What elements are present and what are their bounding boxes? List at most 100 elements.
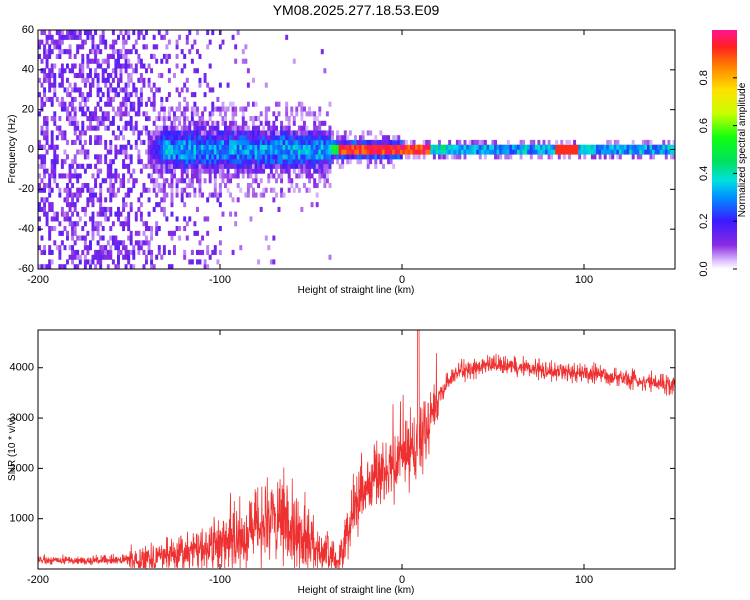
spectrogram-cell [76,49,80,55]
spectrogram-cell [83,130,87,136]
spectrogram-cell [150,226,154,232]
spectrogram-cell [71,139,75,145]
spectrogram-cell [40,206,44,212]
spectrogram-cell [667,139,671,145]
spectrogram-cell [43,135,47,141]
spectrogram-cell [190,135,194,141]
spectrogram-cell [275,154,278,160]
spectrogram-cell [55,144,59,150]
spectrogram-cell [86,77,90,83]
spectrogram-cell [216,144,220,150]
spectrogram-cell [89,240,92,246]
spectrogram-cell [318,120,322,126]
spectrogram-cell [218,154,222,160]
spectrogram-y-label: Frequency (Hz) [7,115,18,184]
spectrogram-cell [206,245,210,251]
spectrogram-cell [66,187,69,193]
spectrogram-cell [132,178,136,184]
spectrogram-cell [547,139,551,145]
spectrogram-cell [117,216,120,222]
spectrogram-cell [157,73,161,79]
spectrogram-cell [142,221,146,227]
spectrogram-cell [117,264,120,269]
spectrogram-cell [196,125,199,131]
spectrogram-cell [336,159,340,165]
spectrogram-cell [86,230,90,236]
spectrogram-cell [285,130,289,136]
spectrogram-cell [165,135,169,141]
spectrogram-cell [104,77,108,83]
spectrogram-cell [300,206,304,212]
spectrogram-cell [213,163,217,169]
spectrogram-cell [55,211,59,217]
spectrogram-cell [241,125,245,131]
spectrogram-cell [236,159,240,165]
spectrogram-cell [83,154,87,160]
spectrogram-cell [106,77,110,83]
spectrogram-cell [104,154,108,160]
spectrogram-cell [117,245,120,251]
spectrogram-cell [374,163,378,169]
spectrogram-cell [188,183,192,189]
spectrogram-cell [175,149,179,155]
spectrogram-y-tick-label: 20 [22,104,34,116]
spectrogram-cell [196,135,199,141]
spectrogram-cell [45,49,49,55]
spectrogram-cell [165,178,169,184]
spectrogram-cell [127,178,131,184]
spectrogram-cell [117,259,120,265]
spectrogram-cell [410,139,413,145]
spectrogram-cell [104,197,108,203]
spectrogram-cell [211,106,215,112]
spectrogram-cell [631,154,635,160]
spectrogram-cell [285,116,289,122]
spectrogram-cell [338,149,342,155]
spectrogram-cell [438,144,441,150]
spectrogram-cell [506,139,510,145]
spectrogram-cell [101,249,105,255]
spectrogram-cell [626,149,630,155]
spectrogram-cell [231,125,235,131]
spectrogram-cell [122,63,126,69]
spectrogram-cell [94,135,98,141]
spectrogram-cell [145,125,148,131]
spectrogram-cell [129,249,133,255]
spectrogram-cell [285,106,289,112]
spectrogram-cell [94,125,98,131]
spectrogram-cell [73,34,77,40]
spectrogram-cell [272,259,276,265]
spectrogram-cell [320,173,324,179]
spectrogram-cell [50,206,54,212]
spectrogram-cell [318,111,322,117]
spectrogram-cell [111,187,115,193]
spectrogram-cell [374,149,378,155]
spectrogram-cell [124,120,128,126]
spectrogram-cell [328,163,332,169]
spectrogram-cell [374,144,378,150]
spectrogram-cell [178,101,182,107]
spectrogram-cell [376,139,380,145]
spectrogram-cell [369,130,373,136]
spectrogram-cell [239,187,243,193]
spectrogram-cell [40,154,44,160]
spectrogram-cell [308,144,312,150]
spectrogram-cell [542,149,546,155]
spectrogram-cell [162,144,166,150]
spectrogram-cell [303,168,306,174]
spectrogram-cell [328,130,332,136]
spectrogram-cell [71,221,75,227]
spectrogram-cell [165,130,169,136]
spectrogram-cell [38,154,41,160]
spectrogram-cell [157,226,161,232]
spectrogram-cell [104,125,108,131]
spectrogram-cell [216,135,220,141]
spectrogram-cell [50,34,54,40]
spectrogram-cell [280,178,284,184]
spectrogram-cell [96,154,100,160]
spectrogram-cell [201,154,205,160]
spectrogram-cell [183,125,187,131]
spectrogram-cell [180,173,184,179]
spectrogram-cell [218,183,222,189]
spectrogram-cell [336,149,340,155]
spectrogram-cell [43,202,47,208]
